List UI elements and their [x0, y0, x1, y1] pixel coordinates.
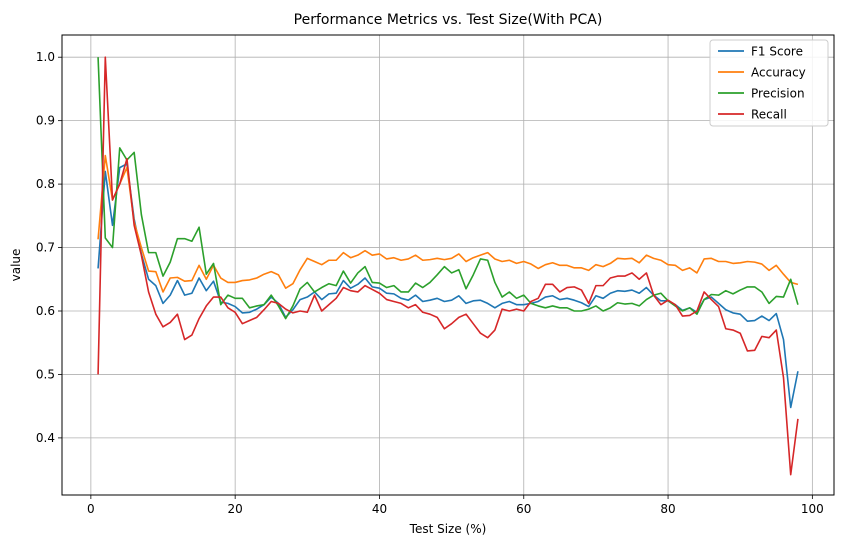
y-tick-label: 1.0: [36, 50, 55, 64]
legend-label: F1 Score: [751, 45, 803, 59]
series-line-precision: [97, 57, 799, 320]
x-axis-label: Test Size (%): [409, 522, 487, 536]
series-lines: [97, 56, 799, 476]
y-axis-ticks: 0.4 0.5 0.6 0.7 0.8 0.9 1.0: [36, 50, 62, 445]
y-tick-label: 0.8: [36, 177, 55, 191]
x-tick-label: 0: [87, 502, 95, 516]
legend-label: Recall: [751, 108, 787, 122]
x-tick-label: 40: [372, 502, 387, 516]
x-tick-label: 60: [516, 502, 531, 516]
chart-title: Performance Metrics vs. Test Size(With P…: [294, 12, 603, 28]
y-tick-label: 0.7: [36, 241, 55, 255]
grid-lines: [62, 35, 834, 495]
plot-frame: [61, 34, 835, 496]
legend-box: [709, 39, 829, 127]
x-axis-ticks: 0 20 40 60 80 100: [87, 495, 824, 516]
y-axis-label: value: [9, 249, 23, 282]
y-tick-label: 0.4: [36, 431, 55, 445]
legend-label: Accuracy: [751, 66, 806, 80]
y-tick-label: 0.9: [36, 114, 55, 128]
x-tick-label: 20: [228, 502, 243, 516]
series-line-recall: [97, 56, 799, 476]
y-tick-label: 0.6: [36, 304, 55, 318]
legend: F1 Score Accuracy Precision Recall: [709, 39, 829, 127]
legend-label: Precision: [751, 87, 805, 101]
x-tick-label: 100: [801, 502, 824, 516]
y-tick-label: 0.5: [36, 367, 55, 381]
x-tick-label: 80: [660, 502, 675, 516]
